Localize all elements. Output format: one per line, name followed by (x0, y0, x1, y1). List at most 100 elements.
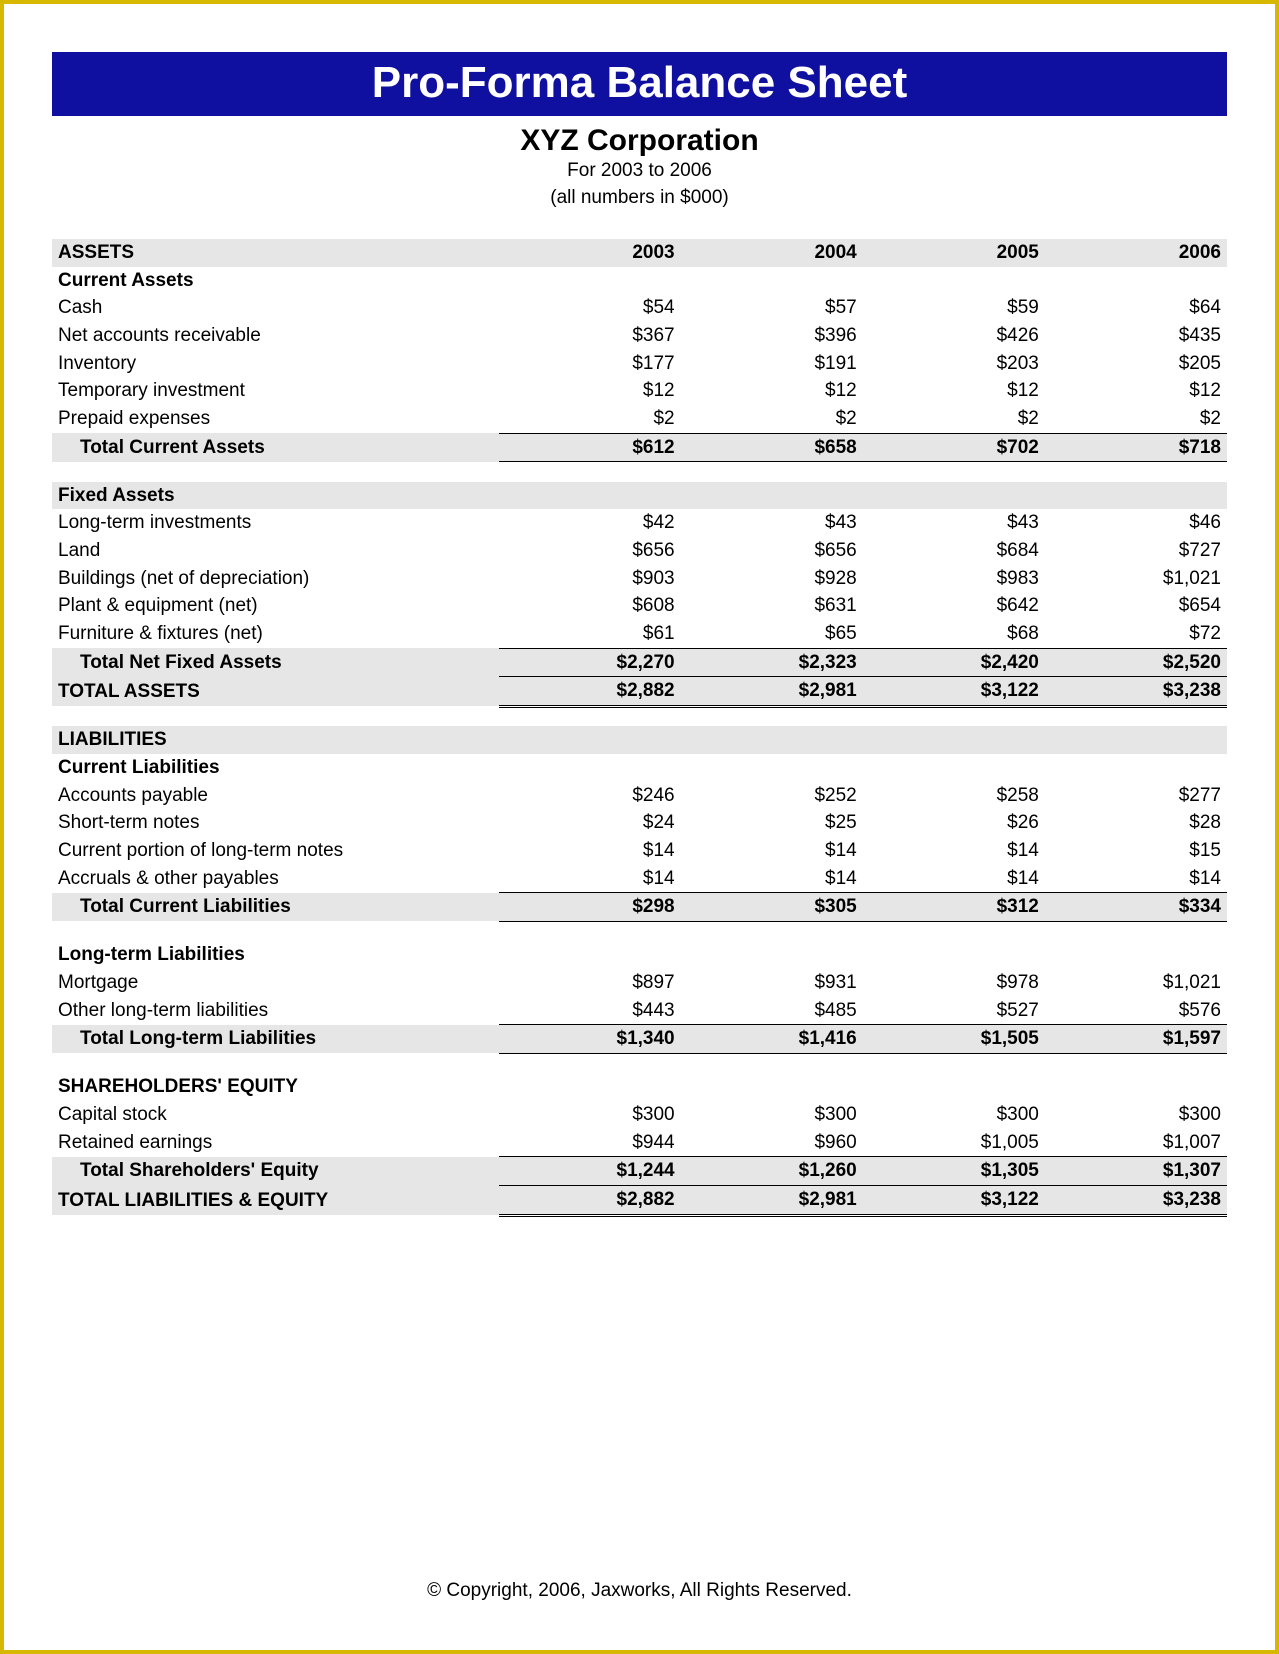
line-item-row: Net accounts receivable$367$396$426$435 (52, 322, 1227, 350)
row-value: $2,270 (499, 648, 681, 677)
period-text: For 2003 to 2006 (52, 158, 1227, 185)
row-value: $12 (681, 377, 863, 405)
row-value: $54 (499, 294, 681, 322)
row-value: $1,021 (1045, 565, 1227, 593)
row-value: $2,882 (499, 1186, 681, 1216)
subsection-header-label: Current Liabilities (52, 754, 1227, 782)
row-value: $2,420 (863, 648, 1045, 677)
row-value: $12 (1045, 377, 1227, 405)
line-item-row: Buildings (net of depreciation)$903$928$… (52, 565, 1227, 593)
row-label: Buildings (net of depreciation) (52, 565, 499, 593)
line-item-row: Accounts payable$246$252$258$277 (52, 782, 1227, 810)
row-label: Retained earnings (52, 1129, 499, 1157)
row-value: $903 (499, 565, 681, 593)
subsection-header-label: SHAREHOLDERS' EQUITY (52, 1073, 1227, 1101)
row-value: $656 (681, 537, 863, 565)
row-label: TOTAL LIABILITIES & EQUITY (52, 1186, 499, 1216)
row-value: $3,238 (1045, 1186, 1227, 1216)
row-value: $527 (863, 997, 1045, 1025)
row-label: Mortgage (52, 969, 499, 997)
row-value: $396 (681, 322, 863, 350)
row-value: $14 (499, 837, 681, 865)
row-value: $14 (863, 837, 1045, 865)
row-label: TOTAL ASSETS (52, 677, 499, 707)
row-value: $367 (499, 322, 681, 350)
row-value: $944 (499, 1129, 681, 1157)
row-value: $2,981 (681, 1186, 863, 1216)
row-value: $656 (499, 537, 681, 565)
row-value: $46 (1045, 509, 1227, 537)
line-item-row: Prepaid expenses$2$2$2$2 (52, 405, 1227, 433)
spacer-row (52, 706, 1227, 726)
row-value: $65 (681, 620, 863, 648)
spacer-row (52, 462, 1227, 482)
subtotal-row: Total Current Assets$612$658$702$718 (52, 433, 1227, 462)
subtotal-row: Total Shareholders' Equity$1,244$1,260$1… (52, 1157, 1227, 1186)
row-label: Inventory (52, 350, 499, 378)
row-value: $928 (681, 565, 863, 593)
row-value: $1,305 (863, 1157, 1045, 1186)
row-label: Land (52, 537, 499, 565)
grand-total-row: TOTAL ASSETS$2,882$2,981$3,122$3,238 (52, 677, 1227, 707)
row-value: $59 (863, 294, 1045, 322)
row-value: $12 (863, 377, 1045, 405)
line-item-row: Long-term investments$42$43$43$46 (52, 509, 1227, 537)
year-header: 2006 (1045, 239, 1227, 267)
row-value: $1,244 (499, 1157, 681, 1186)
row-label: Total Shareholders' Equity (52, 1157, 499, 1186)
row-value: $25 (681, 809, 863, 837)
row-value: $654 (1045, 592, 1227, 620)
row-value: $983 (863, 565, 1045, 593)
subheading-block: XYZ Corporation For 2003 to 2006 (all nu… (52, 124, 1227, 211)
subsection-header-label: Long-term Liabilities (52, 941, 1227, 969)
subsection-header-row: SHAREHOLDERS' EQUITY (52, 1073, 1227, 1101)
year-header: 2005 (863, 239, 1045, 267)
year-header: 2004 (681, 239, 863, 267)
row-value: $57 (681, 294, 863, 322)
row-value: $718 (1045, 433, 1227, 462)
row-value: $64 (1045, 294, 1227, 322)
row-value: $2 (863, 405, 1045, 433)
subtotal-row: Total Long-term Liabilities$1,340$1,416$… (52, 1025, 1227, 1054)
copyright-text: © Copyright, 2006, Jaxworks, All Rights … (4, 1580, 1275, 1602)
line-item-row: Capital stock$300$300$300$300 (52, 1101, 1227, 1129)
line-item-row: Short-term notes$24$25$26$28 (52, 809, 1227, 837)
row-value: $298 (499, 893, 681, 922)
row-value: $1,021 (1045, 969, 1227, 997)
row-value: $2,520 (1045, 648, 1227, 677)
row-value: $1,505 (863, 1025, 1045, 1054)
year-header: 2003 (499, 239, 681, 267)
row-value: $1,416 (681, 1025, 863, 1054)
row-value: $205 (1045, 350, 1227, 378)
banner-title: Pro-Forma Balance Sheet (52, 52, 1227, 116)
row-value: $1,597 (1045, 1025, 1227, 1054)
row-value: $258 (863, 782, 1045, 810)
row-value: $334 (1045, 893, 1227, 922)
row-value: $2,882 (499, 677, 681, 707)
line-item-row: Cash$54$57$59$64 (52, 294, 1227, 322)
row-value: $14 (1045, 865, 1227, 893)
row-label: Current portion of long-term notes (52, 837, 499, 865)
row-value: $1,307 (1045, 1157, 1227, 1186)
line-item-row: Inventory$177$191$203$205 (52, 350, 1227, 378)
row-label: Total Net Fixed Assets (52, 648, 499, 677)
row-value: $2 (1045, 405, 1227, 433)
row-value: $300 (1045, 1101, 1227, 1129)
row-value: $3,122 (863, 677, 1045, 707)
row-value: $14 (863, 865, 1045, 893)
row-value: $252 (681, 782, 863, 810)
line-item-row: Land$656$656$684$727 (52, 537, 1227, 565)
row-value: $2 (499, 405, 681, 433)
row-value: $43 (863, 509, 1045, 537)
row-value: $612 (499, 433, 681, 462)
row-value: $177 (499, 350, 681, 378)
company-name: XYZ Corporation (52, 124, 1227, 158)
line-item-row: Temporary investment$12$12$12$12 (52, 377, 1227, 405)
row-value: $2 (681, 405, 863, 433)
spacer-row (52, 921, 1227, 941)
section-header-row: LIABILITIES (52, 726, 1227, 754)
row-value: $305 (681, 893, 863, 922)
grand-total-row: TOTAL LIABILITIES & EQUITY$2,882$2,981 $3… (52, 1186, 1227, 1216)
row-value: $2,981 (681, 677, 863, 707)
row-label: Accruals & other payables (52, 865, 499, 893)
